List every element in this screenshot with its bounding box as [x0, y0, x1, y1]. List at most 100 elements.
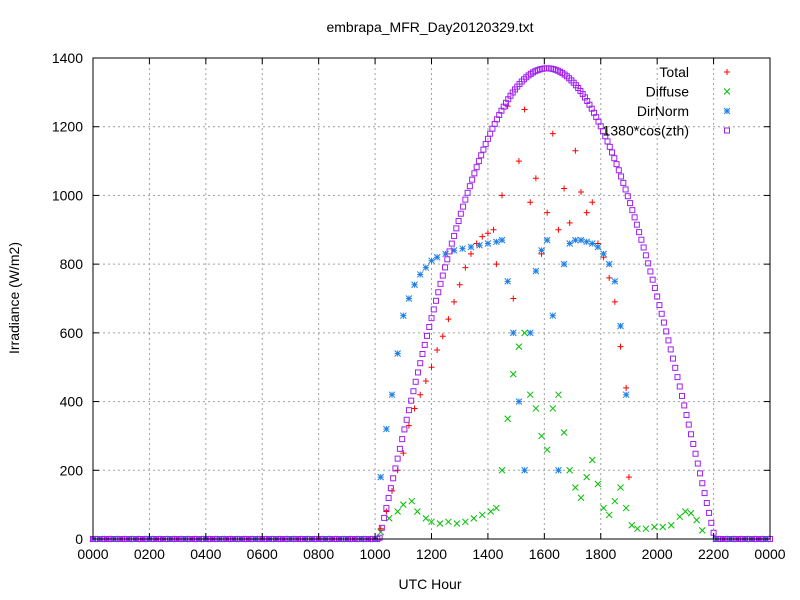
- data-point: [708, 519, 715, 526]
- data-point: [504, 103, 511, 110]
- data-point: [436, 520, 444, 527]
- data-point: [405, 422, 412, 429]
- legend-marker-2: [723, 107, 731, 115]
- data-point: [423, 332, 430, 339]
- data-point: [622, 186, 629, 193]
- data-point: [466, 183, 473, 190]
- data-point: [583, 209, 590, 216]
- data-point: [453, 225, 460, 232]
- data-point: [455, 217, 462, 224]
- data-point: [588, 240, 596, 247]
- data-point: [394, 508, 402, 515]
- data-point: [642, 252, 649, 259]
- data-point: [613, 161, 620, 168]
- data-point: [645, 260, 652, 267]
- data-point: [451, 298, 458, 305]
- y-tick-label: 1000: [52, 187, 83, 203]
- data-point: [445, 316, 452, 323]
- data-point: [659, 523, 667, 531]
- data-point: [416, 271, 424, 278]
- data-point: [618, 173, 625, 180]
- legend-label-3: 1380*cos(zth): [603, 123, 689, 139]
- data-point: [445, 518, 452, 526]
- data-point: [498, 466, 506, 474]
- x-tick-label: 0000: [754, 546, 785, 562]
- data-point: [532, 175, 539, 182]
- data-point: [392, 465, 399, 472]
- data-point: [606, 143, 613, 150]
- data-point: [381, 514, 388, 521]
- data-point: [471, 170, 478, 177]
- data-point: [414, 508, 421, 515]
- legend: Total Diffuse DirNorm 1380*cos(zth): [603, 64, 731, 139]
- data-point: [555, 466, 562, 474]
- data-point: [611, 298, 618, 305]
- data-point: [515, 343, 523, 350]
- data-point: [459, 245, 466, 253]
- data-point: [627, 200, 634, 207]
- data-point: [544, 209, 551, 216]
- data-point: [566, 240, 574, 247]
- data-point: [566, 466, 574, 474]
- data-point: [462, 264, 469, 271]
- data-point: [526, 391, 534, 399]
- data-point: [628, 521, 636, 529]
- data-point: [527, 199, 534, 206]
- data-point: [442, 264, 449, 271]
- data-point: [615, 167, 622, 174]
- data-point: [510, 295, 517, 302]
- data-point: [688, 431, 695, 438]
- data-point: [408, 497, 416, 505]
- data-point: [482, 141, 489, 148]
- data-point: [669, 355, 676, 362]
- data-point: [694, 460, 701, 467]
- legend-label-0: Total: [659, 64, 689, 80]
- legend-label-2: DirNorm: [637, 103, 689, 119]
- data-point: [687, 509, 695, 517]
- data-point: [411, 281, 418, 289]
- data-point: [624, 193, 631, 200]
- data-point: [480, 146, 487, 153]
- data-point: [390, 475, 397, 482]
- data-point: [521, 466, 528, 474]
- data-point: [509, 329, 517, 337]
- data-point: [605, 260, 613, 268]
- data-point: [422, 264, 430, 271]
- data-point: [433, 253, 441, 261]
- data-point: [408, 397, 415, 404]
- data-point: [467, 250, 474, 257]
- x-tick-label: 0800: [303, 546, 334, 562]
- data-point: [549, 130, 556, 137]
- data-point: [400, 450, 407, 457]
- data-point: [633, 221, 640, 228]
- data-point: [383, 508, 390, 515]
- data-point: [399, 312, 407, 320]
- data-point: [405, 295, 413, 302]
- data-point: [435, 289, 442, 296]
- data-point: [444, 256, 451, 263]
- data-point: [439, 333, 446, 340]
- data-point: [690, 440, 697, 447]
- data-point: [658, 310, 665, 317]
- data-point: [706, 509, 713, 516]
- data-point: [421, 341, 428, 348]
- data-point: [439, 272, 446, 279]
- data-point: [388, 391, 396, 399]
- data-point: [682, 508, 689, 515]
- data-point: [405, 407, 412, 414]
- data-point: [515, 158, 522, 165]
- x-tick-label: 2200: [698, 546, 729, 562]
- y-tick-label: 1200: [52, 119, 83, 135]
- data-point: [419, 351, 426, 358]
- x-tick-label: 0200: [134, 546, 165, 562]
- data-point: [701, 490, 708, 497]
- data-point: [428, 315, 435, 322]
- data-point: [594, 480, 602, 488]
- data-point: [667, 346, 674, 353]
- data-point: [383, 504, 390, 511]
- data-point: [681, 402, 688, 409]
- data-point: [478, 511, 486, 519]
- data-point: [479, 233, 486, 240]
- x-tick-label: 0400: [190, 546, 221, 562]
